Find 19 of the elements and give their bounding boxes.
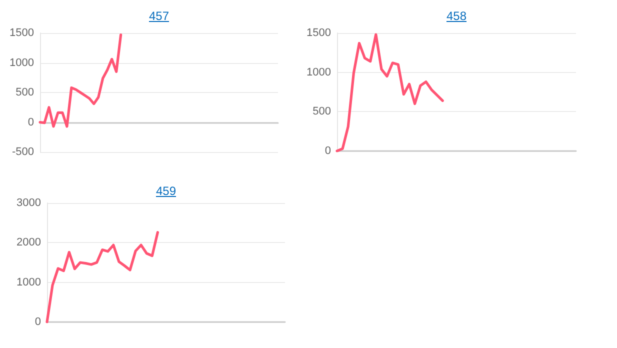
y-tick-label: 0: [324, 145, 331, 157]
y-tick-label: 2000: [16, 236, 41, 249]
chart-title: 458: [446, 9, 467, 23]
y-tick-label: 0: [28, 116, 34, 128]
y-tick-label: 500: [312, 106, 331, 118]
y-tick-label: 1500: [306, 27, 331, 39]
y-tick-label: 1000: [306, 66, 331, 78]
y-tick-label: 0: [34, 316, 41, 328]
y-tick-label: 1000: [16, 276, 41, 288]
line-series: [38, 33, 122, 128]
chart-title: 459: [156, 184, 176, 198]
y-tick-label: 500: [16, 86, 34, 98]
y-tick-label: 1500: [10, 27, 34, 39]
chart-title: 457: [148, 9, 170, 23]
line-series: [46, 231, 159, 324]
y-tick-label: 3000: [16, 197, 41, 209]
line-series: [336, 33, 444, 152]
y-tick-label: -500: [12, 146, 34, 158]
y-tick-label: 1000: [10, 56, 34, 69]
